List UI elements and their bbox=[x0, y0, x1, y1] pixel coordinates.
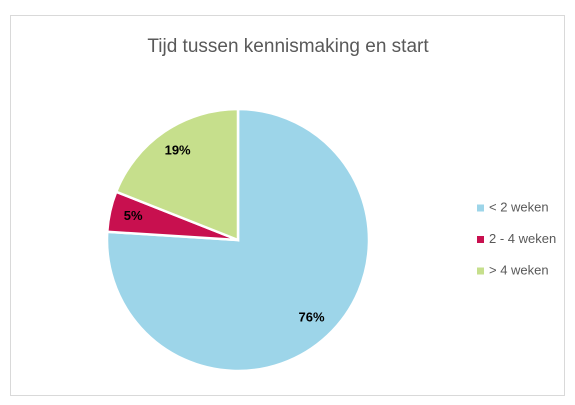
chart-title: Tijd tussen kennismaking en start bbox=[147, 36, 429, 57]
legend-swatch bbox=[477, 236, 484, 243]
legend-label: < 2 weken bbox=[489, 199, 549, 214]
pie-slice bbox=[114, 107, 240, 242]
legend-swatch bbox=[477, 267, 484, 275]
data-label: 19% bbox=[165, 143, 191, 158]
legend-label: > 4 weken bbox=[489, 262, 549, 277]
legend-label: 2 - 4 weken bbox=[489, 231, 556, 246]
legend-swatch bbox=[477, 204, 484, 212]
data-label: 76% bbox=[299, 310, 325, 325]
data-label: 5% bbox=[124, 208, 143, 223]
pie-slice bbox=[105, 107, 371, 373]
